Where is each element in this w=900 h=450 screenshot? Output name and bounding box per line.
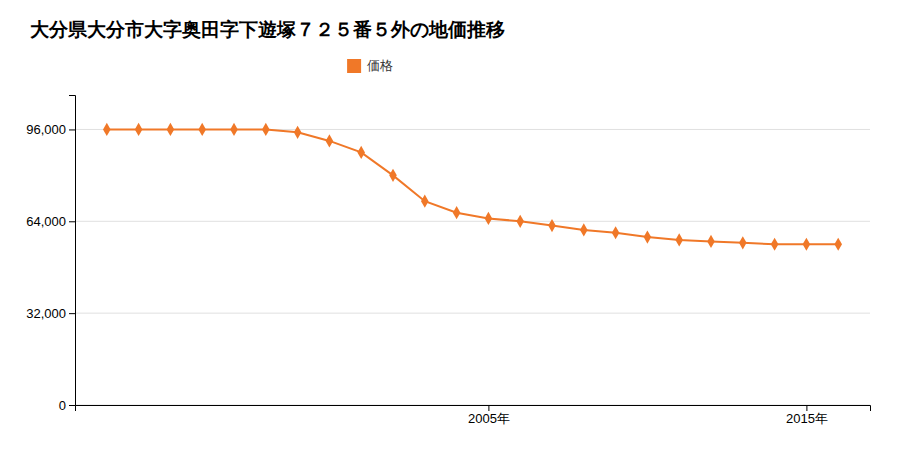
title: 大分県大分市大字奥田字下遊塚７２５番５外の地価推移 bbox=[30, 18, 505, 40]
y-tick: 0 bbox=[59, 398, 75, 413]
marker bbox=[516, 215, 524, 228]
chart: 2005年 2015年 0 32,000 64,000 96,000 大分県大分市大字奥田字… bbox=[0, 0, 900, 450]
y-tick-label: 64,000 bbox=[26, 214, 66, 229]
x-tick-mark bbox=[806, 405, 807, 411]
marks bbox=[103, 123, 842, 251]
y-tick-label: 32,000 bbox=[26, 306, 66, 321]
marker bbox=[644, 231, 652, 244]
marker bbox=[230, 123, 238, 136]
y-tick: 32,000 bbox=[26, 306, 75, 321]
grid-line bbox=[75, 221, 870, 222]
marker bbox=[389, 169, 397, 182]
marker bbox=[167, 123, 175, 136]
marker bbox=[612, 226, 620, 239]
marker bbox=[834, 238, 842, 251]
marker bbox=[771, 238, 779, 251]
grid bbox=[75, 129, 870, 405]
marker bbox=[135, 123, 143, 136]
marker bbox=[707, 235, 715, 248]
marker bbox=[453, 206, 461, 219]
marker bbox=[357, 146, 365, 159]
marker bbox=[485, 212, 493, 225]
legend: 価格 bbox=[347, 58, 393, 73]
marker bbox=[421, 195, 429, 208]
marker bbox=[675, 233, 683, 246]
x-tick: 2005年 bbox=[468, 405, 510, 426]
x-axis: 2005年 2015年 bbox=[76, 405, 871, 426]
line bbox=[107, 129, 838, 244]
x-tick-label: 2005年 bbox=[468, 411, 510, 426]
marker bbox=[103, 123, 111, 136]
marker bbox=[803, 238, 811, 251]
marker bbox=[580, 223, 588, 236]
x-tick-label: 2015年 bbox=[786, 411, 828, 426]
marker bbox=[326, 134, 334, 147]
marker bbox=[548, 219, 556, 232]
marker bbox=[198, 123, 206, 136]
marker bbox=[294, 126, 302, 139]
y-tick-mark bbox=[69, 129, 75, 130]
y-tick-mark bbox=[69, 313, 75, 314]
y-tick-label: 0 bbox=[59, 398, 66, 413]
legend-swatch bbox=[347, 59, 361, 73]
grid-line bbox=[75, 313, 870, 314]
x-tick-mark bbox=[488, 405, 489, 411]
legend-label: 価格 bbox=[367, 58, 393, 73]
y-tick: 96,000 bbox=[26, 122, 75, 137]
marker bbox=[262, 123, 270, 136]
x-tick: 2015年 bbox=[786, 405, 828, 426]
y-tick-label: 96,000 bbox=[26, 122, 66, 137]
y-axis: 0 32,000 64,000 96,000 bbox=[26, 96, 75, 413]
marker bbox=[739, 236, 747, 249]
y-tick: 64,000 bbox=[26, 214, 75, 229]
y-axis-line bbox=[69, 96, 76, 406]
x-axis-line bbox=[76, 406, 871, 412]
y-tick-mark bbox=[69, 221, 75, 222]
plot-area: 2005年 2015年 0 32,000 64,000 96,000 bbox=[26, 96, 870, 427]
y-tick-mark bbox=[69, 405, 75, 406]
